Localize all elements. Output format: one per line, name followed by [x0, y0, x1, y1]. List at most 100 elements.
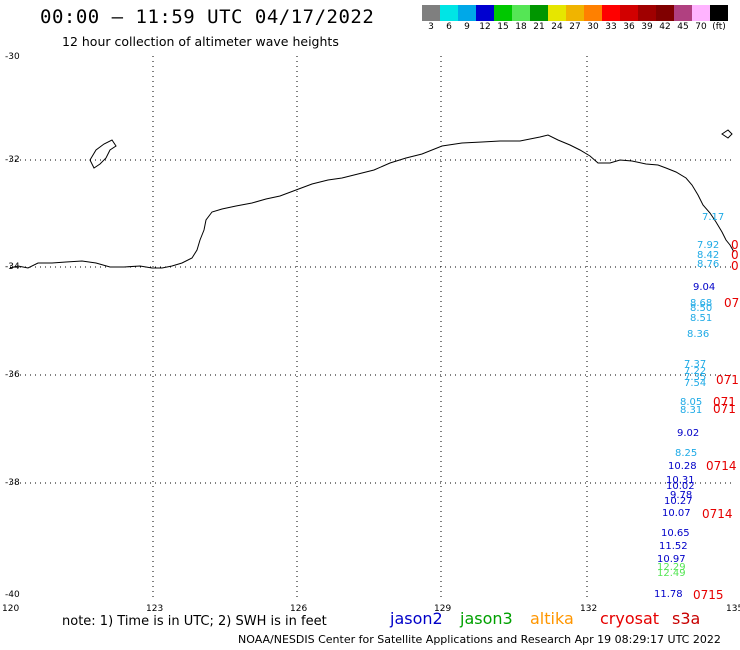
pass-time-label: 0 — [731, 248, 739, 262]
color-scale-bar — [422, 5, 728, 21]
wave-height-value: 8.42 — [697, 250, 720, 261]
island-outline — [89, 139, 117, 169]
wave-height-value: 7.37 — [684, 359, 707, 370]
lon-label: 120 — [2, 604, 20, 614]
color-scale-label: 12 — [479, 22, 491, 32]
wave-height-value: 7.54 — [684, 378, 707, 389]
color-scale-label: 42 — [659, 22, 671, 32]
australia-coastline — [9, 134, 735, 269]
pass-time-label: 0 — [731, 238, 739, 252]
wave-height-value: 8.25 — [675, 448, 698, 459]
wave-height-value: 10.31 — [666, 475, 695, 486]
map-title: 00:00 – 11:59 UTC 04/17/2022 — [40, 6, 375, 28]
color-scale-label: 27 — [569, 22, 581, 32]
wave-height-value: 12.49 — [657, 568, 686, 579]
color-swatch — [512, 5, 530, 21]
pass-time-label: 0 — [731, 259, 739, 273]
pass-time-label: 071 — [713, 395, 736, 409]
color-swatch — [494, 5, 512, 21]
map-subtitle: 12 hour collection of altimeter wave hei… — [62, 34, 339, 49]
wave-height-value: 7.17 — [702, 212, 725, 223]
wave-height-value: 8.50 — [690, 303, 713, 314]
wave-height-value: 11.52 — [659, 541, 688, 552]
lon-label: 135 — [726, 604, 740, 614]
wave-height-value: 8.51 — [690, 313, 713, 324]
legend-s3a: s3a — [672, 609, 701, 628]
wave-height-value: 8.05 — [680, 397, 703, 408]
pass-time-label: 0714 — [706, 459, 737, 473]
lon-label: 123 — [146, 604, 164, 614]
color-scale-label: 15 — [497, 22, 509, 32]
wave-height-value: 9.02 — [677, 428, 700, 439]
lat-label: -32 — [5, 155, 20, 165]
color-scale-label: 70 — [695, 22, 707, 32]
color-swatch — [674, 5, 692, 21]
color-swatch — [440, 5, 458, 21]
color-swatch — [422, 5, 440, 21]
wave-height-value: 12.29 — [657, 562, 686, 573]
wave-height-value: 8.68 — [690, 298, 713, 309]
legend-altika: altika — [530, 609, 574, 628]
lat-label: -36 — [5, 370, 20, 380]
map-gridlines — [10, 56, 735, 598]
wave-height-value: 10.07 — [662, 508, 691, 519]
color-swatch — [620, 5, 638, 21]
color-scale-label: 21 — [533, 22, 545, 32]
legend-cryosat: cryosat — [600, 609, 660, 628]
wave-height-value: 10.65 — [661, 528, 690, 539]
color-swatch — [656, 5, 674, 21]
wave-height-value: 9.78 — [670, 490, 693, 501]
color-scale-labels: 3 6 9 12 15 18 21 24 27 30 33 36 39 42 45 70 (ft) — [422, 22, 728, 34]
footer-credit: NOAA/NESDIS Center for Satellite Applica… — [238, 633, 721, 646]
pass-time-label: 07 — [724, 296, 740, 310]
color-scale-label: 36 — [623, 22, 635, 32]
lon-label: 129 — [434, 604, 452, 614]
wave-height-value: 7.92 — [697, 240, 720, 251]
color-swatch — [584, 5, 602, 21]
wave-height-value: 10.02 — [666, 481, 695, 492]
lon-label: 132 — [580, 604, 598, 614]
pass-time-label: 0715 — [693, 588, 724, 602]
color-swatch — [710, 5, 728, 21]
color-swatch — [602, 5, 620, 21]
wave-height-value: 7.22 — [684, 366, 707, 377]
legend-jason2: jason2 — [390, 609, 443, 628]
pass-time-label: 071 — [716, 373, 739, 387]
lat-label: -40 — [5, 590, 20, 600]
color-scale-label: 6 — [446, 22, 452, 32]
wave-height-value: 11.78 — [654, 589, 683, 600]
small-island-outline — [721, 129, 733, 139]
color-scale-label: 45 — [677, 22, 689, 32]
wave-height-value: 7.35 — [684, 372, 707, 383]
color-swatch — [548, 5, 566, 21]
color-scale-label: 39 — [641, 22, 653, 32]
color-swatch — [476, 5, 494, 21]
units-note: note: 1) Time is in UTC; 2) SWH is in fe… — [62, 614, 327, 629]
wave-height-value: 9.04 — [693, 282, 716, 293]
color-scale-label: (ft) — [712, 22, 726, 32]
color-scale-label: 33 — [605, 22, 617, 32]
color-scale-label: 18 — [515, 22, 527, 32]
color-swatch — [458, 5, 476, 21]
color-scale-label: 3 — [428, 22, 434, 32]
color-swatch — [638, 5, 656, 21]
lat-label: -38 — [5, 478, 20, 488]
lon-label: 126 — [290, 604, 308, 614]
map-frame — [10, 56, 735, 598]
color-scale-label: 9 — [464, 22, 470, 32]
wave-height-value: 10.97 — [657, 554, 686, 565]
wave-height-value: 10.27 — [664, 496, 693, 507]
wave-height-value: 10.28 — [668, 461, 697, 472]
color-swatch — [692, 5, 710, 21]
lat-label: -34 — [5, 262, 20, 272]
color-swatch — [530, 5, 548, 21]
pass-time-label: 0714 — [702, 507, 733, 521]
color-swatch — [566, 5, 584, 21]
lat-label: -30 — [5, 52, 20, 62]
legend-jason3: jason3 — [460, 609, 513, 628]
color-scale-label: 30 — [587, 22, 599, 32]
pass-time-label: 071 — [713, 402, 736, 416]
wave-height-value: 8.36 — [687, 329, 710, 340]
color-scale-label: 24 — [551, 22, 563, 32]
